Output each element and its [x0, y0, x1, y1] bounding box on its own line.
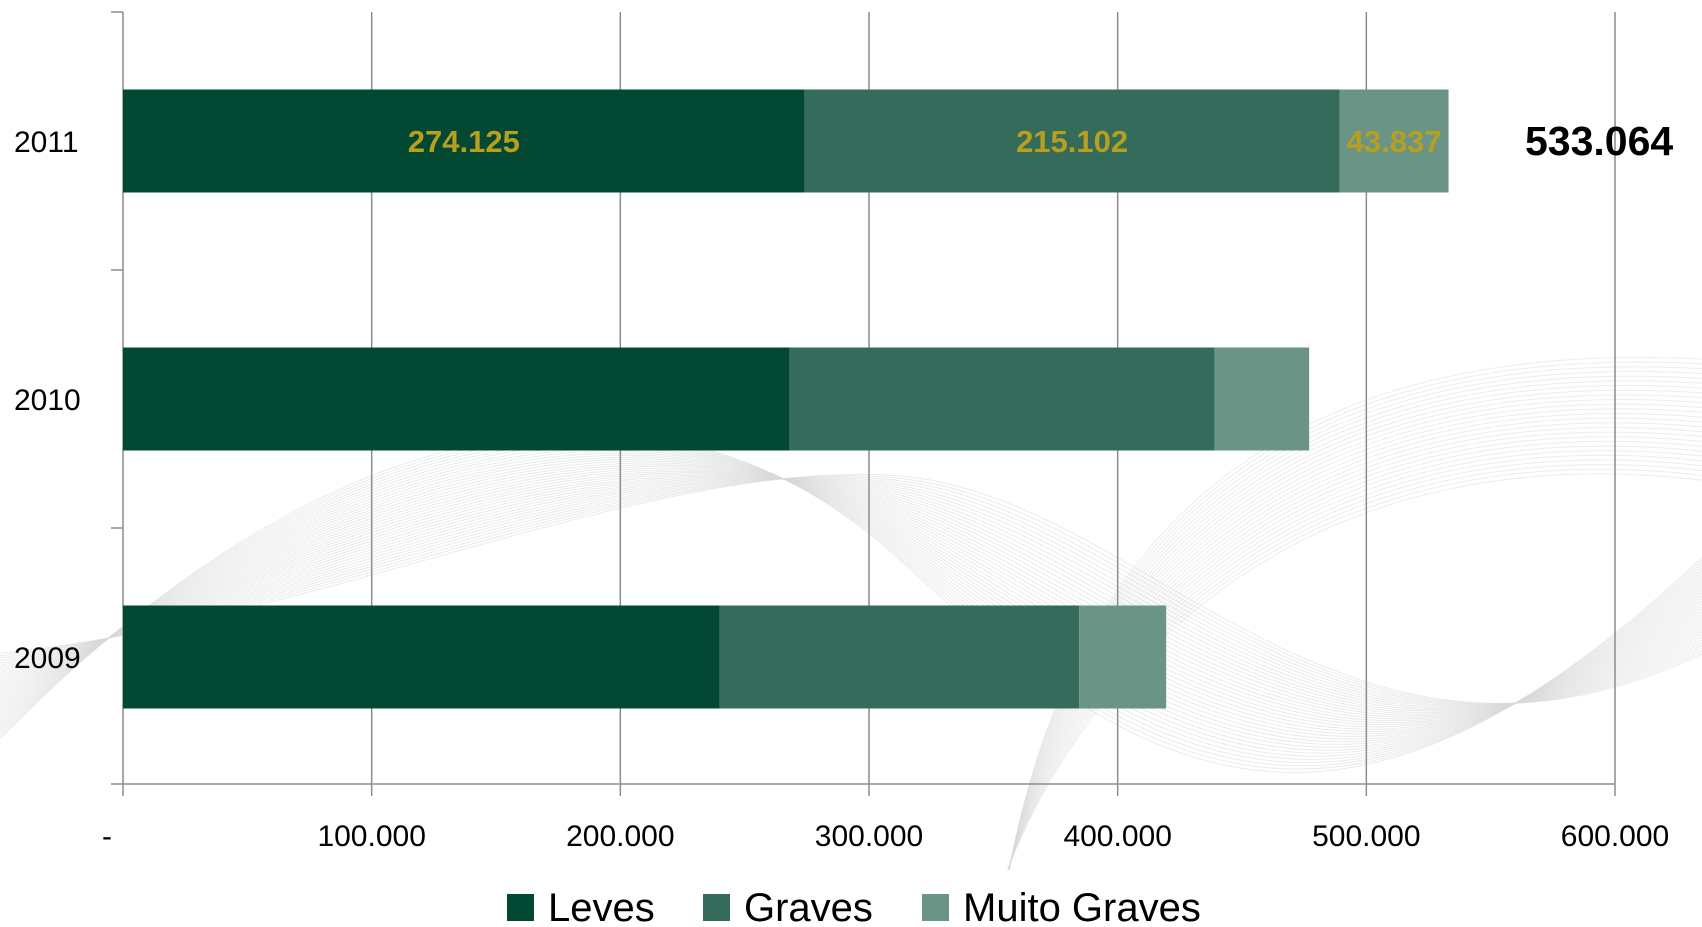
background-wave-line: [999, 464, 1702, 895]
bar-graves-2009: [719, 605, 1080, 709]
background-wave-line: [0, 446, 1702, 754]
background-wave-line: [0, 478, 1702, 710]
background-wave-line: [0, 477, 1702, 712]
background-wave-line: [0, 477, 1702, 706]
bar-muito-graves-2010: [1214, 347, 1310, 451]
bar-leves-2010: [123, 347, 790, 451]
background-wave-line: [0, 448, 1702, 751]
bar-muito-graves-2011: [1339, 89, 1449, 193]
background-wave-line: [0, 477, 1702, 711]
data-label-leves: 274.125: [408, 124, 520, 159]
background-wave-line: [999, 468, 1702, 894]
bar-leves-2011: [123, 89, 805, 193]
background-wave-line: [0, 478, 1702, 707]
decorative-wave-background: [0, 356, 1702, 927]
background-wave-line: [0, 464, 1702, 730]
legend-label-muito-graves: Muito Graves: [963, 886, 1201, 927]
background-wave-line: [0, 471, 1702, 720]
background-wave-line: [0, 475, 1702, 705]
background-wave-line: [0, 470, 1702, 722]
background-wave-line: [0, 476, 1702, 705]
background-wave-line: [0, 466, 1702, 728]
legend: Leves Graves Muito Graves: [460, 870, 1250, 927]
legend-swatch-muito-graves: [922, 894, 949, 921]
background-wave-line: [0, 469, 1702, 724]
legend-background: [460, 870, 1250, 927]
x-tick-label: -: [102, 820, 112, 853]
legend-label-leves: Leves: [548, 886, 655, 927]
x-tick-label: 500.000: [1312, 820, 1420, 853]
y-tick-label: 2009: [14, 642, 81, 675]
background-wave-line: [0, 460, 1702, 735]
bar-graves-2010: [789, 347, 1215, 451]
background-wave-line: [0, 432, 1702, 773]
background-wave-line: [0, 441, 1702, 760]
background-wave-line: [0, 456, 1702, 740]
y-tick-label: 2010: [14, 384, 81, 417]
background-wave-line: [0, 450, 1702, 748]
background-wave-line: [0, 477, 1702, 706]
background-wave-line: [0, 473, 1702, 718]
x-tick-label: 300.000: [815, 820, 923, 853]
background-wave-line: [999, 454, 1702, 898]
background-wave-line: [0, 467, 1702, 726]
background-wave-line: [0, 474, 1702, 716]
x-tick-label: 600.000: [1561, 820, 1669, 853]
bars: [123, 89, 1449, 709]
legend-label-graves: Graves: [744, 886, 873, 927]
background-wave-line: [0, 452, 1702, 745]
legend-swatch-leves: [507, 894, 534, 921]
data-label-muito-graves: 43.837: [1347, 124, 1442, 159]
background-wave-line: [0, 443, 1702, 757]
y-tick-label: 2011: [14, 126, 79, 159]
background-wave-line: [0, 473, 1702, 704]
legend-swatch-graves: [703, 894, 730, 921]
total-label: 533.064: [1525, 118, 1673, 164]
data-label-graves: 215.102: [1016, 124, 1128, 159]
x-tick-label: 200.000: [566, 820, 674, 853]
background-wave-line: [0, 437, 1702, 767]
x-tick-label: 100.000: [317, 820, 425, 853]
background-wave-line: [0, 458, 1702, 737]
bar-muito-graves-2009: [1079, 605, 1167, 709]
background-wave-line: [0, 454, 1702, 743]
background-wave-line: [0, 478, 1702, 709]
bar-leves-2009: [123, 605, 720, 709]
background-wave-line: [0, 439, 1702, 764]
labels: 2011 2010 2009 - 100.000 200.000 300.000 400.00…: [14, 118, 1673, 853]
background-wave-line: [0, 476, 1702, 714]
background-wave-line: [0, 478, 1702, 708]
x-tick-label: 400.000: [1063, 820, 1171, 853]
background-wave-line: [0, 462, 1702, 732]
background-wave-line: [999, 473, 1702, 893]
background-wave-line: [999, 459, 1702, 897]
background-wave-line: [0, 434, 1702, 770]
background-wave-line: [0, 475, 1702, 715]
bar-graves-2011: [804, 89, 1340, 193]
